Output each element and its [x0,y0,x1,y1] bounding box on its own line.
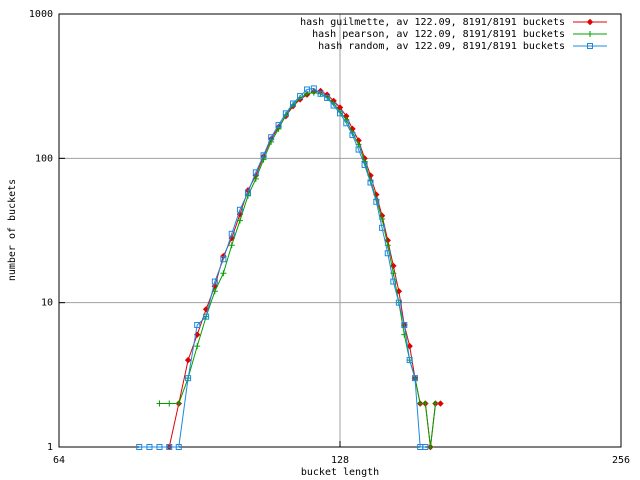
point [268,134,275,141]
point [166,444,173,450]
point [282,110,289,117]
point [194,343,201,350]
x-axis-label: bucket length [301,467,379,478]
point [422,400,429,407]
point [401,322,408,329]
point [211,278,218,285]
point [260,152,267,159]
point [390,278,397,285]
point [361,158,368,165]
point [166,400,173,407]
point [275,122,282,129]
point [310,85,317,92]
series-line [168,90,441,448]
point [185,375,192,382]
plot-border [58,13,622,448]
y-tick-label: 1 [47,442,53,453]
y-axis-label: number of buckets [7,179,18,281]
point [236,206,243,213]
point [236,217,243,224]
point [304,86,311,93]
x-tick-label: 64 [53,455,65,466]
point [330,102,337,109]
legend-marker [586,18,594,26]
point [337,110,343,117]
point [406,357,413,364]
point [146,444,153,450]
point [367,179,374,186]
point [290,100,297,107]
point [184,356,192,364]
legend-marker [587,43,593,49]
y-tick-label: 100 [35,153,53,164]
point [175,400,182,407]
point [422,444,429,450]
point [156,400,163,407]
point [228,242,235,249]
point [395,299,402,306]
legend-label: hash random, av 122.09, 8191/8191 bucket… [318,41,565,52]
point [175,444,182,450]
legend-marker [587,31,593,37]
legend-entry: hash pearson, av 122.09, 8191/8191 bucke… [312,29,607,40]
point [384,250,391,257]
point [361,161,368,168]
point [252,175,259,182]
point [156,444,163,450]
point [411,375,418,382]
point [203,313,210,320]
point [395,288,403,295]
point [349,132,356,139]
point [432,400,439,407]
point [355,146,362,153]
x-tick-label: 128 [331,455,349,466]
legend-entry: hash random, av 122.09, 8191/8191 bucket… [318,41,607,52]
point [373,198,380,205]
point [297,93,304,100]
legend-label: hash guilmette, av 122.09, 8191/8191 buc… [300,17,565,28]
point [379,224,386,231]
point [228,230,235,237]
point [244,189,251,196]
point [427,444,434,450]
point [194,322,201,329]
point [324,94,331,101]
legend-label: hash pearson, av 122.09, 8191/8191 bucke… [312,29,565,40]
point [136,444,143,450]
point [437,400,444,407]
x-tick-label: 256 [612,455,630,466]
point [220,270,227,277]
point [343,120,350,127]
y-tick-label: 10 [41,298,53,309]
y-tick-label: 1000 [29,9,53,20]
point [401,331,408,338]
point [252,169,259,176]
legend-entry: hash guilmette, av 122.09, 8191/8191 buc… [300,17,607,28]
point [406,342,413,350]
point [317,90,324,97]
point [417,400,424,407]
point [220,256,227,263]
